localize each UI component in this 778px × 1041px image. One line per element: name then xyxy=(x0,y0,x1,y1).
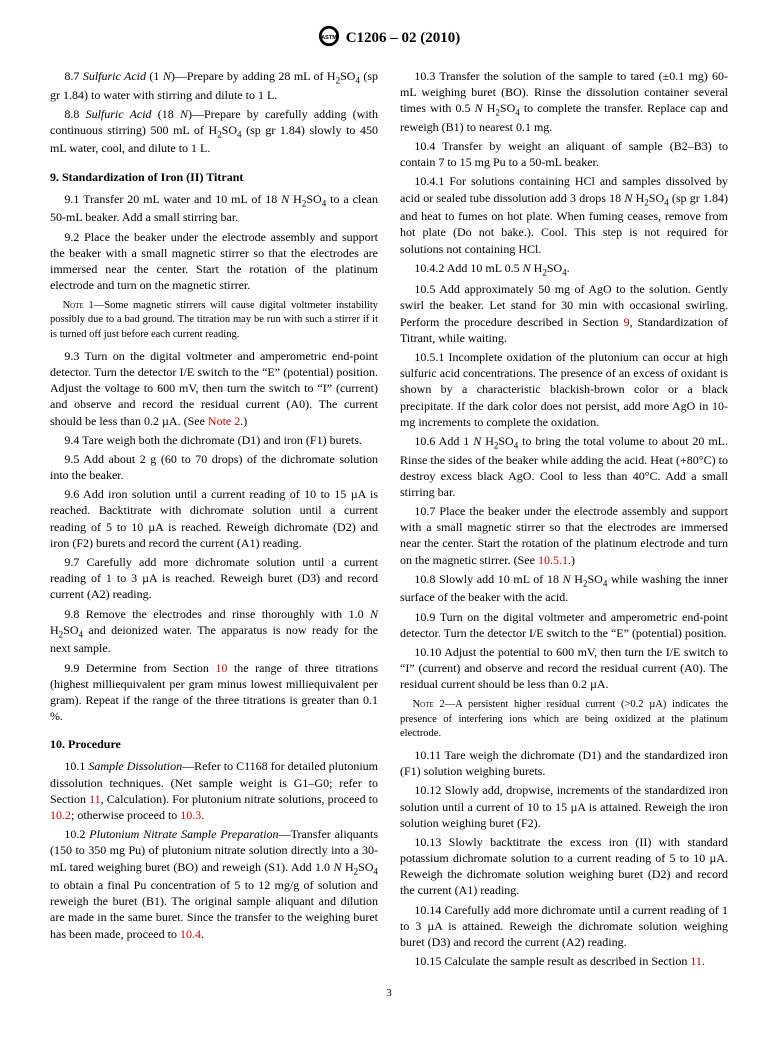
xref-sec-11a: 11 xyxy=(89,792,101,806)
para-10-1: 10.1 Sample Dissolution—Refer to C1168 f… xyxy=(50,758,378,823)
para-10-4: 10.4 Transfer by weight an aliquant of s… xyxy=(400,138,728,170)
para-8-7: 8.7 Sulfuric Acid (1 N)—Prepare by addin… xyxy=(50,68,378,103)
para-9-5: 9.5 Add about 2 g (60 to 70 drops) of th… xyxy=(50,451,378,483)
standard-page: ASTM C1206 – 02 (2010) 8.7 Sulfuric Acid… xyxy=(0,0,778,1029)
para-10-5: 10.5 Add approximately 50 mg of AgO to t… xyxy=(400,281,728,346)
para-10-6: 10.6 Add 1 N H2SO4 to bring the total vo… xyxy=(400,433,728,500)
para-10-14: 10.14 Carefully add more dichromate unti… xyxy=(400,902,728,951)
xref-sec-10: 10 xyxy=(215,661,227,675)
page-number: 3 xyxy=(50,987,728,999)
note-1: Note 1—Some magnetic stirrers will cause… xyxy=(50,299,378,342)
xref-10-5-1: 10.5.1 xyxy=(538,553,568,567)
xref-10-4: 10.4 xyxy=(180,927,201,941)
page-header: ASTM C1206 – 02 (2010) xyxy=(50,25,728,52)
para-10-15-b: . xyxy=(702,954,705,968)
xref-10-3: 10.3 xyxy=(180,808,201,822)
para-10-2: 10.2 Plutonium Nitrate Sample Preparatio… xyxy=(50,826,378,942)
section-9-heading: 9. Standardization of Iron (II) Titrant xyxy=(50,169,378,185)
para-10-7-b: .) xyxy=(568,553,575,567)
para-9-9-a: 9.9 Determine from Section xyxy=(64,661,215,675)
para-10-15: 10.15 Calculate the sample result as des… xyxy=(400,953,728,969)
xref-note-2: Note 2 xyxy=(208,414,240,428)
para-9-8: 9.8 Remove the electrodes and rinse thor… xyxy=(50,606,378,657)
para-10-15-a: 10.15 Calculate the sample result as des… xyxy=(414,954,690,968)
astm-logo-icon: ASTM xyxy=(318,25,340,52)
para-10-4-1: 10.4.1 For solutions containing HCl and … xyxy=(400,173,728,256)
para-9-3-b: .) xyxy=(240,414,247,428)
para-9-6: 9.6 Add iron solution until a current re… xyxy=(50,486,378,551)
note-2: Note 2—A persistent higher residual curr… xyxy=(400,698,728,741)
xref-10-2: 10.2 xyxy=(50,808,71,822)
para-10-12: 10.12 Slowly add, dropwise, increments o… xyxy=(400,782,728,831)
para-9-1: 9.1 Transfer 20 mL water and 10 mL of 18… xyxy=(50,191,378,226)
para-10-11: 10.11 Tare weigh the dichromate (D1) and… xyxy=(400,747,728,779)
para-10-4-2: 10.4.2 Add 10 mL 0.5 N H2SO4. xyxy=(400,260,728,279)
svg-text:ASTM: ASTM xyxy=(321,35,337,41)
section-10-heading: 10. Procedure xyxy=(50,736,378,752)
para-9-3: 9.3 Turn on the digital voltmeter and am… xyxy=(50,348,378,429)
para-8-8: 8.8 Sulfuric Acid (18 N)—Prepare by care… xyxy=(50,106,378,157)
para-10-7: 10.7 Place the beaker under the electrod… xyxy=(400,503,728,568)
body-columns: 8.7 Sulfuric Acid (1 N)—Prepare by addin… xyxy=(50,68,728,969)
para-9-2: 9.2 Place the beaker under the electrode… xyxy=(50,229,378,294)
para-10-8: 10.8 Slowly add 10 mL of 18 N H2SO4 whil… xyxy=(400,571,728,606)
para-10-5-1: 10.5.1 Incomplete oxidation of the pluto… xyxy=(400,349,728,430)
para-9-7: 9.7 Carefully add more dichromate soluti… xyxy=(50,554,378,603)
para-9-4: 9.4 Tare weigh both the dichromate (D1) … xyxy=(50,432,378,448)
para-10-3: 10.3 Transfer the solution of the sample… xyxy=(400,68,728,135)
para-9-9: 9.9 Determine from Section 10 the range … xyxy=(50,660,378,725)
para-10-10: 10.10 Adjust the potential to 600 mV, th… xyxy=(400,644,728,693)
para-10-13: 10.13 Slowly backtitrate the excess iron… xyxy=(400,834,728,899)
para-10-9: 10.9 Turn on the digital voltmeter and a… xyxy=(400,609,728,641)
doc-id: C1206 – 02 (2010) xyxy=(346,30,461,47)
xref-sec-11b: 11 xyxy=(690,954,702,968)
